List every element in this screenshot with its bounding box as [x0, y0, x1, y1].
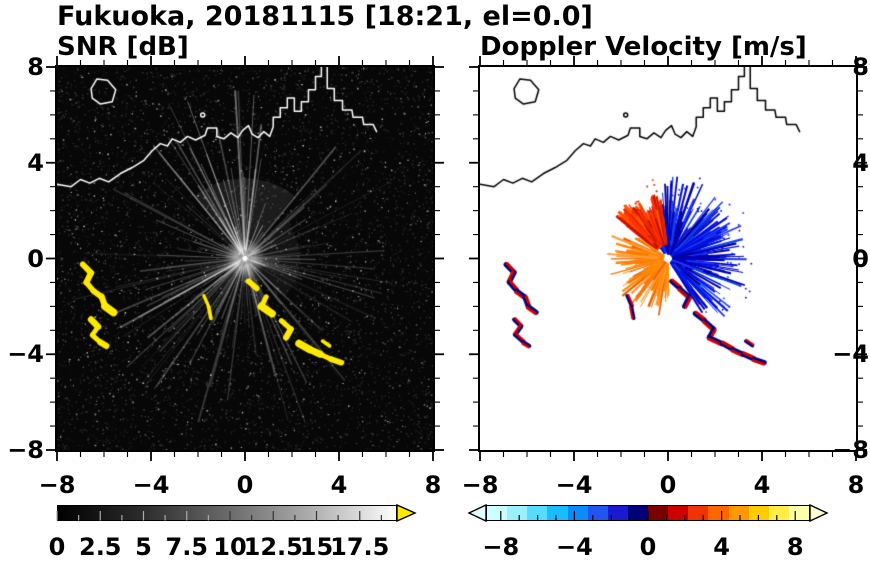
colorbar-tick-label: −4	[555, 533, 593, 561]
y-tick-label: −4	[7, 340, 44, 369]
doppler-colorbar-segment	[768, 506, 789, 520]
doppler-colorbar-segment	[728, 506, 749, 520]
y-tick-label: 0	[27, 244, 44, 273]
doppler-colorbar-segment	[547, 506, 568, 520]
doppler-panel-title: Doppler Velocity [m/s]	[480, 32, 807, 62]
doppler-colorbar-segment	[627, 506, 648, 520]
y-tick-label: −4	[832, 340, 869, 369]
doppler-colorbar-segment	[688, 506, 709, 520]
colorbar-tick-label: 15	[299, 533, 334, 561]
colorbar-tick-label: 7.5	[165, 533, 209, 561]
x-tick-label: 0	[659, 471, 677, 499]
doppler-colorbar-under-arrow	[467, 503, 487, 523]
y-tick-label: 8	[27, 53, 44, 81]
doppler-colorbar-segment	[607, 506, 628, 520]
snr-colorbar-over-arrow	[396, 503, 417, 523]
colorbar-tick-label: 0	[639, 533, 657, 561]
x-tick-label: −4	[555, 471, 593, 499]
doppler-colorbar-over-arrow	[809, 503, 829, 523]
doppler-colorbar-segment	[507, 506, 528, 520]
colorbar-tick-label: 17.5	[330, 533, 390, 561]
x-tick-label: 0	[236, 471, 254, 499]
colorbar-tick-label: 2.5	[78, 533, 122, 561]
y-tick-label: 0	[852, 244, 869, 273]
doppler-colorbar-segment	[748, 506, 769, 520]
x-tick-label: 4	[753, 471, 771, 499]
y-tick-label: −8	[7, 436, 44, 464]
colorbar-tick-label: 10	[213, 533, 247, 561]
snr-field-canvas	[55, 65, 435, 452]
colorbar-tick-label: 8	[786, 533, 804, 561]
y-tick-label: −8	[832, 436, 869, 464]
colorbar-tick-label: 12.5	[243, 533, 303, 561]
y-tick-label: 8	[852, 53, 869, 81]
snr-colorbar	[57, 505, 397, 521]
x-tick-label: 8	[424, 471, 442, 499]
doppler-colorbar-segment	[487, 506, 508, 520]
doppler-colorbar-segment	[788, 506, 809, 520]
x-tick-label: −4	[132, 471, 170, 499]
doppler-colorbar-segment	[587, 506, 608, 520]
x-tick-label: −8	[38, 471, 76, 499]
colorbar-tick-label: −8	[482, 533, 520, 561]
doppler-field-canvas	[478, 65, 858, 452]
x-tick-label: −8	[461, 471, 499, 499]
x-tick-label: 8	[847, 471, 865, 499]
colorbar-tick-label: 5	[135, 533, 152, 561]
figure-title: Fukuoka, 20181115 [18:21, el=0.0]	[57, 1, 593, 32]
y-tick-label: 4	[852, 148, 869, 177]
doppler-colorbar-segment	[668, 506, 689, 520]
colorbar-tick-label: 0	[48, 533, 66, 561]
doppler-colorbar-segment	[567, 506, 588, 520]
doppler-colorbar-segment	[648, 506, 669, 520]
colorbar-tick-label: 4	[713, 533, 730, 561]
doppler-colorbar-segment	[527, 506, 548, 520]
y-tick-label: 4	[27, 148, 44, 177]
x-tick-label: 4	[330, 471, 348, 499]
doppler-colorbar	[486, 505, 810, 521]
doppler-colorbar-segment	[708, 506, 729, 520]
snr-panel-title: SNR [dB]	[57, 32, 189, 62]
